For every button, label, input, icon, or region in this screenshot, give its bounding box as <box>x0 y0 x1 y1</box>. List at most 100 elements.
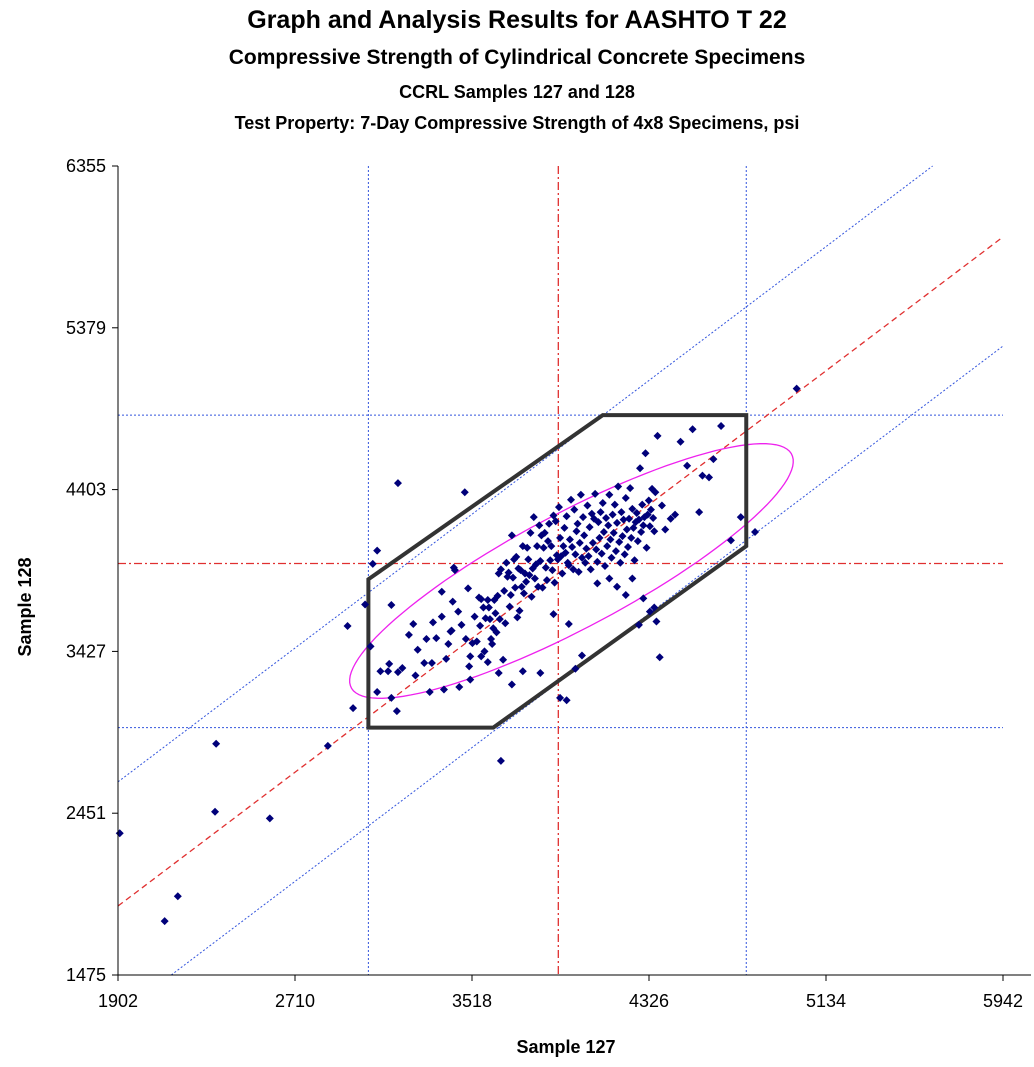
data-point <box>625 514 634 523</box>
x-tick-label: 5134 <box>806 991 846 1011</box>
data-point <box>476 621 485 630</box>
data-point <box>616 558 625 567</box>
data-point <box>545 519 554 528</box>
data-point <box>636 464 645 473</box>
data-point <box>496 565 505 574</box>
data-point <box>454 607 463 616</box>
data-point <box>792 384 801 393</box>
data-point <box>628 504 637 513</box>
data-point <box>705 473 714 482</box>
data-point <box>643 510 652 519</box>
chart-subtitle-samples: CCRL Samples 127 and 128 <box>399 82 635 102</box>
data-point <box>650 527 659 536</box>
data-point <box>530 574 539 583</box>
data-point <box>559 542 568 551</box>
data-point <box>641 449 650 458</box>
data-point <box>736 513 745 522</box>
data-point <box>639 521 648 530</box>
data-point <box>494 668 503 677</box>
data-point <box>464 584 473 593</box>
data-point <box>568 542 577 551</box>
data-point <box>717 421 726 430</box>
data-point <box>577 553 586 562</box>
y-tick-label: 3427 <box>66 641 106 661</box>
data-point <box>650 603 659 612</box>
data-point <box>586 565 595 574</box>
data-point <box>726 536 735 545</box>
data-point <box>594 518 603 527</box>
data-point <box>581 558 590 567</box>
data-point <box>492 628 501 637</box>
data-point <box>496 756 505 765</box>
data-point <box>527 592 536 601</box>
data-point <box>584 552 593 561</box>
data-point <box>574 567 583 576</box>
data-point <box>562 696 571 705</box>
data-point <box>525 571 534 580</box>
data-point <box>455 683 464 692</box>
data-point <box>604 521 613 530</box>
data-point <box>622 525 631 534</box>
data-point <box>596 508 605 517</box>
data-point <box>575 538 584 547</box>
x-tick-label: 4326 <box>629 991 669 1011</box>
axes: 1902 2710 3518 4326 5134 5942 1475 2451 3427 4403… <box>66 156 1031 1011</box>
data-point <box>512 552 521 561</box>
x-tick-label: 1902 <box>98 991 138 1011</box>
data-point <box>548 566 557 575</box>
data-point <box>505 602 514 611</box>
data-point <box>349 704 358 713</box>
data-point <box>384 667 393 676</box>
data-point <box>661 525 670 534</box>
data-point <box>556 533 565 542</box>
acceptance-regions <box>349 413 794 730</box>
data-point <box>588 538 597 547</box>
data-point <box>666 514 675 523</box>
data-point <box>603 542 612 551</box>
data-point <box>343 622 352 631</box>
data-point <box>506 591 515 600</box>
data-point <box>483 596 492 605</box>
data-point <box>493 591 502 600</box>
data-point <box>576 490 585 499</box>
data-point <box>437 587 446 596</box>
data-point <box>524 555 533 564</box>
data-point <box>610 500 619 509</box>
data-point <box>628 574 637 583</box>
data-point <box>549 610 558 619</box>
data-point <box>608 510 617 519</box>
data-point <box>709 455 718 464</box>
data-point <box>621 591 630 600</box>
data-point <box>387 693 396 702</box>
data-point <box>695 508 704 517</box>
data-point <box>442 654 451 663</box>
data-point <box>495 615 504 624</box>
data-point <box>465 662 474 671</box>
data-point <box>513 613 522 622</box>
y-tick-label: 4403 <box>66 480 106 500</box>
data-point <box>265 814 274 823</box>
data-point <box>500 586 509 595</box>
data-point <box>373 688 382 697</box>
data-point <box>605 490 614 499</box>
data-point <box>504 568 513 577</box>
data-point <box>413 645 422 654</box>
data-point <box>385 659 394 668</box>
data-point <box>607 553 616 562</box>
data-point <box>483 658 492 667</box>
data-point <box>671 510 680 519</box>
data-point <box>611 547 620 556</box>
data-point <box>450 566 459 575</box>
data-point <box>579 513 588 522</box>
data-point <box>526 528 535 537</box>
data-point <box>425 688 434 697</box>
data-point <box>592 545 601 554</box>
data-point <box>477 652 486 661</box>
data-point <box>422 634 431 643</box>
data-point <box>653 431 662 440</box>
data-point <box>376 667 385 676</box>
data-point <box>477 595 486 604</box>
data-point <box>541 563 550 572</box>
data-point <box>602 513 611 522</box>
